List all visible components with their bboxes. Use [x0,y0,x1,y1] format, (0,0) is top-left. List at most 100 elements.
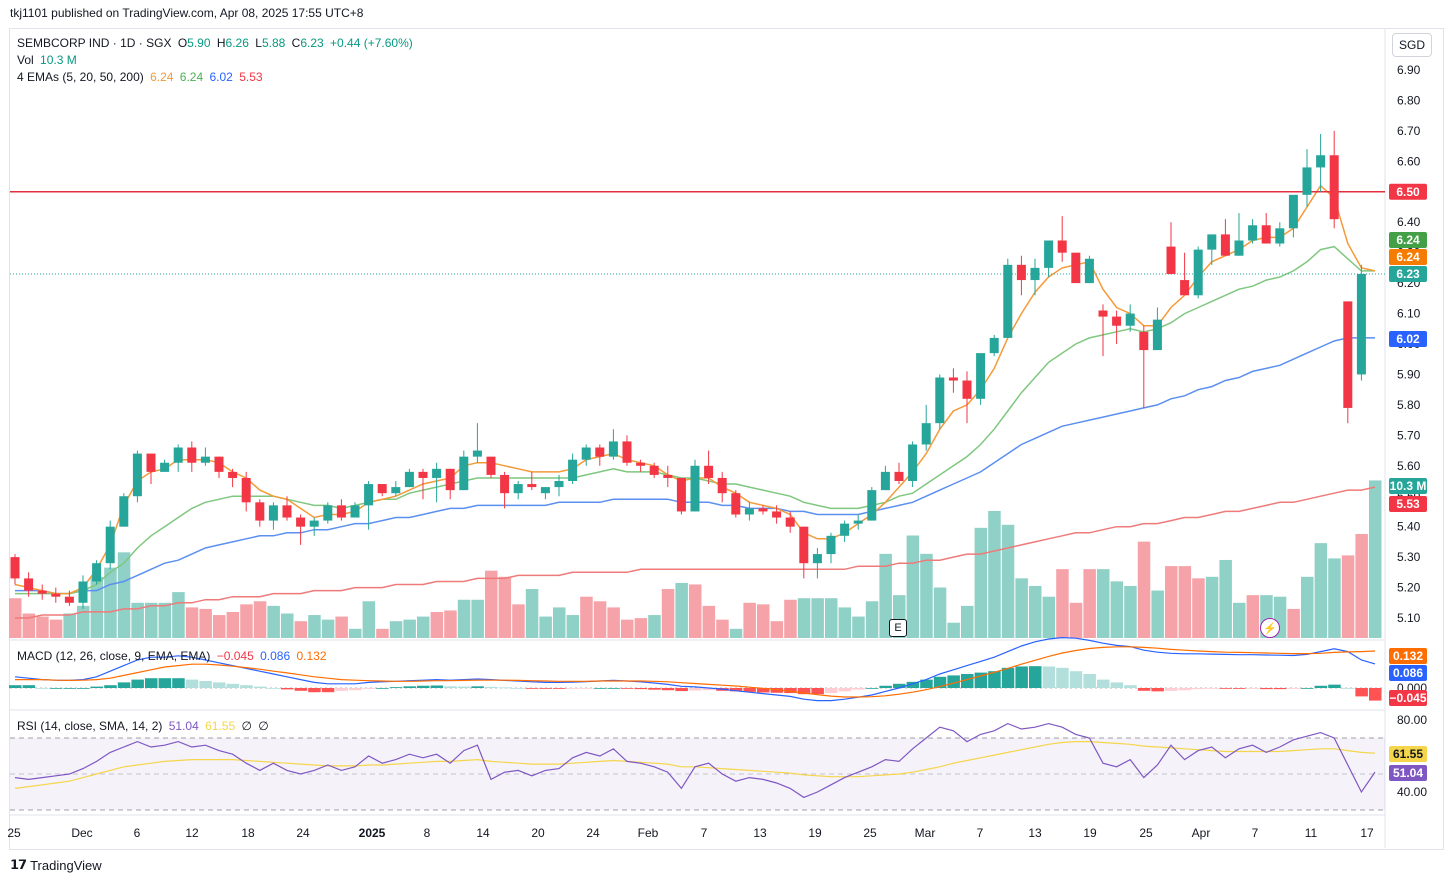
rsi-badge-bg [1389,765,1427,781]
symbol-legend: SEMBCORP IND · 1D · SGX O5.90 H6.26 L5.8… [17,36,416,50]
macd-histogram-bar [1001,667,1015,688]
time-tick-label: Apr [1192,826,1211,840]
earnings-marker[interactable]: E [889,619,907,637]
macd-line [14,636,1376,702]
macd-signal-badge: 0.132 [1393,649,1423,663]
macd-histogram-bar [77,688,90,689]
candle-body [309,520,319,527]
macd-histogram-bar [621,688,634,689]
volume-bar [1029,585,1042,638]
volume-bar [22,613,36,638]
volume-bar [865,601,879,638]
macd-histogram-bar [770,688,784,693]
candle-body [391,487,401,494]
tradingview-logo-icon[interactable]: 𝟭𝟳 [10,857,27,872]
candle-body [1220,234,1230,256]
macd-histogram-bar [784,688,797,694]
macd-histogram-bar [702,688,716,691]
volume-bar [389,621,403,638]
volume-bar [117,552,131,638]
candle-body [894,471,904,481]
time-tick-label: 17 [1360,826,1374,840]
macd-histogram-bar [634,688,648,690]
ema5-badge-bg [1389,249,1427,265]
volume-bar [321,619,335,638]
volume-bar [1314,543,1328,638]
price-tick-label: 6.10 [1397,307,1421,321]
candle-body [1030,267,1040,281]
volume-bar [145,602,158,638]
candle-body [513,484,523,494]
candle-body [554,481,564,488]
macd-histogram-bar [1205,688,1219,689]
currency-button[interactable]: SGD [1392,33,1432,57]
volume-legend: Vol 10.3 M [17,53,80,67]
candle-body [228,471,238,478]
candle-body [486,456,496,475]
low-value: 5.88 [261,36,286,50]
ema-lines [10,184,1385,619]
rsi-label[interactable]: RSI (14, close, SMA, 14, 2) [17,719,163,733]
macd-histogram-bar [213,682,226,688]
volume-bar [1083,569,1096,638]
rsi-ma-value: 61.55 [205,719,236,733]
macd-histogram-bar [1151,688,1164,692]
macd-histogram-bar [362,688,376,689]
macd-histogram-bar [1069,671,1083,688]
volume-bar [185,607,199,638]
macd-histogram-bar [566,688,580,689]
candle-body [1180,280,1190,296]
volume-bar [1233,602,1246,638]
symbol-name[interactable]: SEMBCORP IND · 1D · SGX [17,36,172,50]
volume-bar [308,615,321,638]
volume-bar [349,628,362,638]
macd-histogram-bar [49,688,63,689]
macd-histogram-bar [1273,688,1287,690]
high-value: 6.26 [225,36,249,50]
volume-badge-bg [1389,478,1427,494]
volume-bar [1205,576,1219,638]
candle-body [404,471,414,488]
macd-histogram-bar [811,688,824,695]
volume-bar [838,607,852,638]
macd-histogram-bar [335,688,348,691]
volume-bar [1328,558,1341,638]
candle-body [445,468,455,491]
rsi-extra-1: ∅ [241,719,252,733]
candle-body [649,465,659,475]
volume-bars [9,480,1382,638]
candle-body [663,474,673,478]
time-tick-label: 25 [863,826,877,840]
volume-bar [757,604,770,638]
bolt-icon[interactable]: ⚡ [1260,618,1280,638]
candle-body [1234,240,1244,256]
candle-body [187,447,197,463]
brand-name[interactable]: TradingView [30,857,102,873]
volume-bar [1165,566,1178,638]
macd-histogram-bar [757,688,770,693]
candle-body [296,517,306,527]
volume-bar [1069,602,1083,638]
ema-label[interactable]: 4 EMAs (5, 20, 50, 200) [17,70,144,84]
candle-body [132,453,142,497]
volume-bar [1042,596,1056,638]
hline-badge: 6.50 [1396,185,1420,199]
macd-histogram-bar [553,688,566,689]
last-price-badge: 6.23 [1396,267,1420,281]
macd-histogram-bar [9,685,22,688]
price-tick-label: 5.60 [1397,459,1421,473]
macd-histogram-bar [1246,688,1260,689]
macd-label[interactable]: MACD (12, 26, close, 9, EMA, EMA) [17,649,211,663]
macd-hist-badge-bg [1389,690,1427,706]
footer: 𝟭𝟳 TradingView [10,857,102,873]
ema20-line [15,245,1375,595]
price-tick-label: 6.40 [1397,215,1421,229]
macd-histogram-bar [879,685,892,688]
macd-histogram-bar [1192,688,1205,690]
time-tick-label: 14 [476,826,490,840]
volume-bar [512,604,525,638]
volume-label[interactable]: Vol [17,53,34,67]
time-tick-label: 6 [134,826,141,840]
candle-body [1275,228,1285,244]
